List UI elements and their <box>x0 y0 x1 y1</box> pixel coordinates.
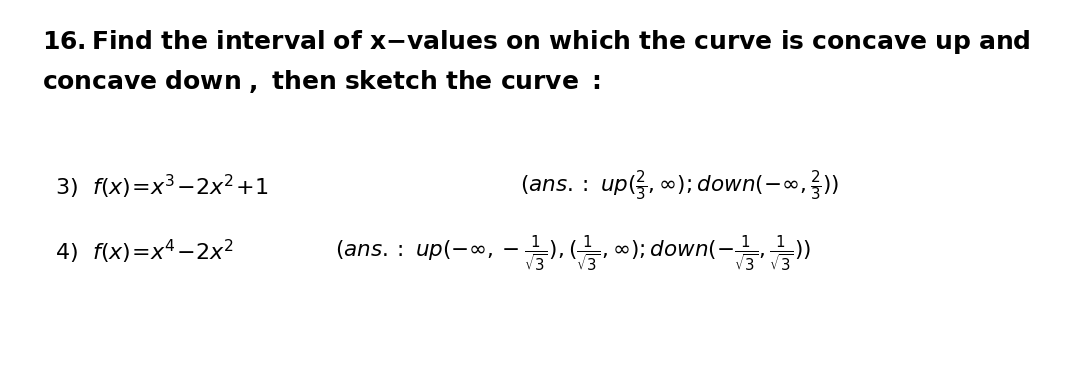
Text: $4)\ \ f(x)\!=\!x^4\!-\!2x^2$: $4)\ \ f(x)\!=\!x^4\!-\!2x^2$ <box>55 238 234 266</box>
Text: $\mathbf{16. Find\ the\ interval\ of\ }$$\mathit{\mathbf{x}}$$\mathbf{-values\ o: $\mathbf{16. Find\ the\ interval\ of\ }$… <box>42 28 1030 56</box>
Text: $\mathbf{concave\ down\ ,\ then\ sketch\ the\ curve\ :}$: $\mathbf{concave\ down\ ,\ then\ sketch\… <box>42 68 600 95</box>
Text: $(ans.:\ up(-\infty,-\frac{1}{\sqrt{3}}),(\frac{1}{\sqrt{3}},\infty);down(-\frac: $(ans.:\ up(-\infty,-\frac{1}{\sqrt{3}})… <box>335 233 811 274</box>
Text: $3)\ \ f(x)\!=\!x^3\!-\!2x^2\!+\!1$: $3)\ \ f(x)\!=\!x^3\!-\!2x^2\!+\!1$ <box>55 173 269 201</box>
Text: $(ans.:\ up(\frac{2}{3},\infty);down(-\infty,\frac{2}{3}))$: $(ans.:\ up(\frac{2}{3},\infty);down(-\i… <box>519 168 839 203</box>
